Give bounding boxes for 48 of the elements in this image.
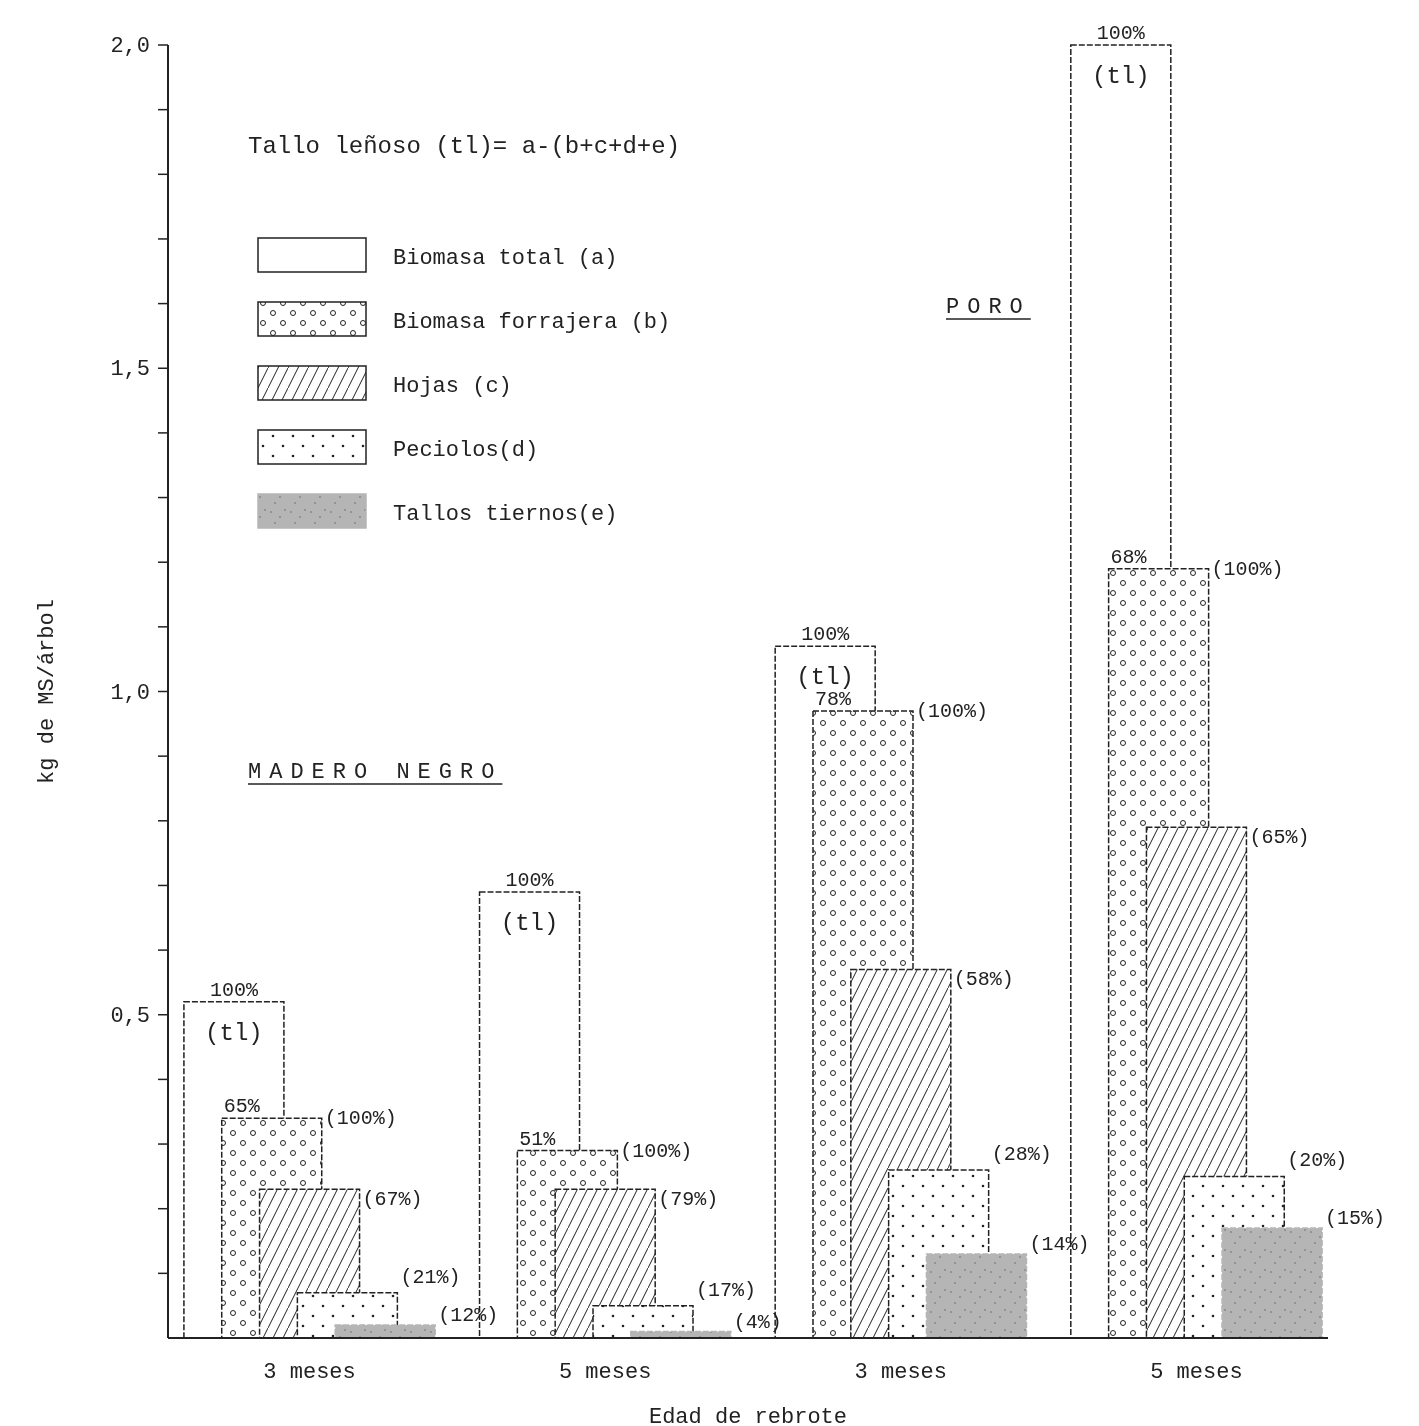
y-tick-label: 0,5 (110, 1003, 150, 1029)
annotation: PORO (945, 295, 1031, 320)
annotation: (58%) (953, 968, 1014, 992)
x-axis-title: Edad de rebrote (648, 1405, 848, 1426)
legend-label: Biomasa forrajera (b) (393, 310, 671, 335)
annotation: 100% (1096, 22, 1146, 45)
annotation: 100% (801, 623, 851, 647)
annotation: 100% (505, 868, 555, 892)
annotation: 68% (1110, 545, 1148, 569)
bar (1221, 1227, 1323, 1339)
annotation: (14%) (1029, 1232, 1090, 1256)
y-axis-title: kg de MS/árbol (35, 599, 60, 784)
annotation: (tl) (1092, 63, 1150, 90)
x-tick-label: 3 meses (263, 1360, 356, 1385)
annotation: (tl) (796, 664, 854, 692)
annotation: (12%) (438, 1304, 499, 1328)
y-tick-label: 1,5 (110, 357, 150, 383)
y-tick-label: 2,0 (110, 34, 150, 59)
annotation: 65% (223, 1095, 261, 1119)
annotation: (100%) (324, 1107, 397, 1131)
annotation: (17%) (696, 1278, 757, 1302)
annotation: Tallo leñoso (tl)= a-(b+c+d+e) (248, 133, 681, 160)
legend-label: Peciolos(d) (393, 438, 539, 463)
annotation: (100%) (915, 699, 989, 723)
annotation: (tl) (205, 1019, 263, 1047)
legend-label: Tallos tiernos(e) (393, 502, 618, 527)
x-tick-label: 5 meses (558, 1360, 652, 1385)
annotation: (79%) (658, 1188, 719, 1212)
x-tick-label: 5 meses (1150, 1360, 1243, 1385)
annotation: (tl) (500, 909, 559, 937)
annotation: 100% (209, 978, 259, 1002)
annotation: 51% (519, 1127, 557, 1151)
y-tick-label: 1,0 (110, 680, 150, 706)
annotation: (20%) (1287, 1149, 1348, 1173)
annotation: (4%) (733, 1310, 782, 1334)
annotation: (67%) (362, 1188, 423, 1212)
legend-label: Biomasa total (a) (393, 246, 618, 271)
bar (334, 1324, 436, 1339)
annotation: (65%) (1249, 826, 1310, 850)
annotation: (21%) (400, 1265, 461, 1289)
annotation: (15%) (1325, 1207, 1386, 1231)
legend-label: Hojas (c) (393, 374, 512, 399)
annotation: (100%) (1211, 557, 1284, 581)
annotation: MADERO NEGRO (248, 760, 503, 785)
x-tick-label: 3 meses (854, 1360, 948, 1385)
bar (925, 1253, 1028, 1339)
annotation: (100%) (620, 1139, 693, 1163)
annotation: (28%) (991, 1142, 1052, 1166)
